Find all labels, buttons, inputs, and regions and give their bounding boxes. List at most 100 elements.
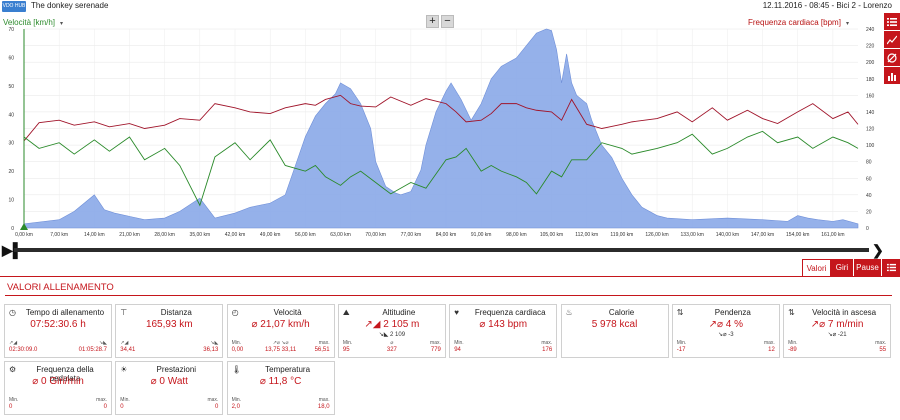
stat-card-flame: ♨ Calorie 5 978 kcal	[560, 304, 669, 358]
x-tick-label: 77,00 km	[401, 232, 422, 238]
card-value: ⌀ 11,8 °C	[259, 376, 302, 387]
scroll-right-button[interactable]: ❯	[872, 242, 884, 258]
x-tick-label: 84,00 km	[436, 232, 457, 238]
stat-card-mountain: ⛰ Altitudine ↗◢ 2 105 m ↘◣ 2 109 Min. 95 ⌀ 327 m…	[337, 304, 446, 358]
card-title: Velocità in ascesa	[812, 308, 877, 317]
slope-icon	[887, 52, 897, 63]
bar-chart-button[interactable]	[884, 67, 900, 85]
card-stat-value: 0	[120, 404, 124, 410]
stat-card-distance: ⊤ Distanza 165,93 km ↗◢ 34,41 ↘◣ 36,13	[115, 304, 224, 358]
stat-card-climb-speed: ⇅ Velocità in ascesa ↗⌀ 7 m/min ↘⌀ -21 Min. -…	[783, 304, 892, 358]
x-tick-label: 133,00 km	[681, 232, 704, 238]
list-icon	[886, 263, 896, 272]
zoom-out-button[interactable]: −	[441, 15, 454, 28]
workout-time: 08:45	[809, 1, 830, 10]
x-tick-label: 28,00 km	[154, 232, 175, 238]
chart-svg[interactable]: 0,00 km 7,00 km 14,00 km 21,00 km 28,00 km 35…	[0, 13, 884, 243]
right-tick-label: 200	[866, 60, 875, 66]
line-chart-icon	[887, 35, 897, 44]
left-tick-label: 50	[8, 84, 14, 90]
card-stat-label: max.	[430, 340, 441, 346]
tab-pause[interactable]: Pause	[854, 259, 881, 276]
card-stat-value: 95	[342, 347, 350, 353]
scroll-thumb[interactable]	[14, 248, 869, 252]
right-tick-label: 60	[866, 176, 872, 182]
card-stat-value: 327	[386, 347, 397, 353]
x-tick-label: 70,00 km	[365, 232, 386, 238]
card-stat-label: max.	[207, 397, 219, 403]
stat-card-clock: ◷ Tempo di allenamento 07:52:30.6 h ↗◢ 02:30…	[4, 304, 112, 358]
card-value: ↗◢ 2 105 m	[364, 319, 420, 330]
scroll-left-button[interactable]: ▶▌	[2, 242, 23, 258]
card-stat-value: 2,0	[231, 404, 240, 410]
card-stat-value: 12	[768, 347, 775, 353]
left-tick-label: 10	[8, 198, 14, 204]
card-stat-label: max.	[318, 340, 330, 346]
right-tick-label: 180	[866, 77, 875, 83]
tab-valori[interactable]: Valori	[802, 259, 831, 276]
stat-card-slope: ⇅ Pendenza ↗⌀ 4 % ↘⌀ -3 Min. -17 max. 12	[671, 304, 780, 358]
card-stat-value: 18,0	[317, 404, 330, 410]
stat-card-thermometer: 🌡 Temperatura ⌀ 11,8 °C Min. 2,0 max. 18,0	[226, 361, 335, 415]
detail-tabs: Valori Giri Pause	[0, 259, 900, 276]
x-tick-label: 56,00 km	[295, 232, 316, 238]
list-view-button[interactable]	[884, 13, 900, 31]
speedometer-icon: ◴	[231, 308, 239, 317]
left-tick-label: 70	[8, 27, 14, 33]
chart-scrollbar[interactable]: ▶▌ ❯	[0, 241, 900, 259]
x-tick-label: 35,00 km	[190, 232, 211, 238]
card-title: Distanza	[160, 308, 192, 317]
mountain-icon: ⛰	[342, 308, 350, 317]
line-chart-button[interactable]	[884, 31, 900, 49]
card-stat-label: max.	[96, 397, 107, 403]
x-tick-label: 105,00 km	[540, 232, 563, 238]
tab-divider	[0, 276, 900, 277]
card-stat-value: 34,41	[120, 347, 136, 353]
scroll-track[interactable]	[14, 248, 869, 252]
card-stat-label: Min.	[342, 340, 353, 346]
top-bar: VDO HUB The donkey serenade 12.11.2016 -…	[0, 0, 900, 13]
card-title: Temperatura	[265, 365, 311, 374]
card-stat-value: 0	[103, 404, 107, 410]
card-stat-value: 13,75 33,11	[264, 347, 297, 353]
right-axis-label: Frequenza cardiaca [bpm]	[748, 18, 841, 27]
card-stat-label: ↗◢	[9, 340, 18, 346]
card-stat-value: 36,13	[203, 347, 219, 353]
workout-title: The donkey serenade	[31, 1, 109, 10]
card-subvalue: ↘⌀ -3	[717, 332, 734, 338]
card-title: Prestazioni	[156, 365, 197, 374]
right-tick-label: 20	[866, 209, 872, 215]
left-axis-selector[interactable]: Velocità [km/h] ▾	[3, 18, 63, 27]
chart-area[interactable]: 0,00 km 7,00 km 14,00 km 21,00 km 28,00 km 35…	[0, 13, 900, 259]
right-axis-selector[interactable]: Frequenza cardiaca [bpm] ▾	[748, 18, 849, 27]
stat-card-speedometer: ◴ Velocità ⌀ 21,07 km/h Min. 0,00 ↗⌀ ↘⌀ 13,75 …	[226, 304, 335, 358]
left-tick-label: 30	[8, 141, 14, 147]
section-title: VALORI ALLENAMENTO	[7, 282, 114, 293]
distance-icon: ⊤	[120, 308, 128, 317]
zoom-in-button[interactable]: +	[426, 15, 439, 28]
card-stat-value: 94	[454, 347, 461, 353]
clock-icon: ◷	[9, 308, 16, 317]
speed-line	[23, 130, 859, 207]
x-tick-label: 98,00 km	[506, 232, 527, 238]
x-tick-label: 7,00 km	[50, 232, 68, 238]
right-tick-label: 240	[866, 27, 875, 33]
card-value: 165,93 km	[145, 319, 193, 330]
x-tick-label: 49,00 km	[260, 232, 281, 238]
app-logo[interactable]: VDO HUB	[2, 1, 26, 12]
card-stat-label: Min.	[9, 397, 19, 403]
card-stat-label: ↘◣	[98, 340, 107, 346]
tab-giri[interactable]: Giri	[831, 259, 853, 276]
card-stat-value: -89	[788, 347, 797, 353]
slope-button[interactable]	[884, 49, 900, 67]
card-stat-value: 01:05:28.7	[78, 347, 107, 353]
stat-card-cadence: ⚙ Frequenza della pedalata ⌀ 0 Giri/min Min…	[4, 361, 112, 415]
card-title: Tempo di allenamento	[25, 308, 105, 317]
left-tick-label: 40	[8, 112, 14, 118]
card-stat-label: Min.	[676, 340, 687, 346]
card-stat-value: 176	[542, 347, 553, 353]
right-tick-label: 80	[866, 160, 872, 166]
tab-list-button[interactable]	[882, 259, 900, 276]
card-value: ⌀ 21,07 km/h	[251, 319, 310, 330]
